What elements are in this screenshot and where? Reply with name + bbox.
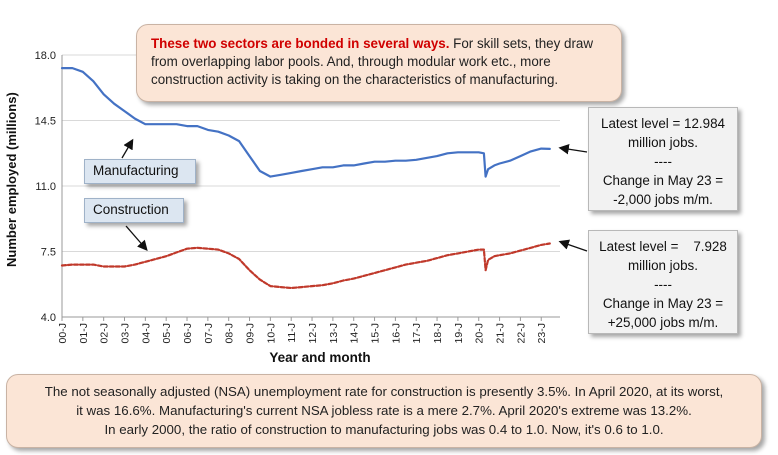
x-tick-labels: 00-J 01-J 02-J 03-J 04-J 05-J 06-J 07-J 08-J 09-J…: [57, 323, 548, 343]
mfg-divider: ----: [654, 154, 672, 169]
x-tick-label: 01-J: [78, 323, 90, 343]
x-tick-label: 07-J: [203, 323, 215, 343]
construction-arrow: [125, 225, 148, 251]
construction-stats-box: Latest level = 7.928 million jobs. ---- …: [588, 230, 738, 334]
con-change-value: +25,000 jobs m/m.: [607, 315, 719, 330]
x-tick-label: 23-J: [536, 323, 548, 343]
y-tick-label: 14.5: [35, 116, 56, 128]
mfg-latest-level: Latest level = 12.984: [601, 116, 725, 131]
axes: [61, 55, 560, 321]
x-tick-label: 10-J: [265, 323, 277, 343]
x-tick-label: 14-J: [349, 323, 361, 343]
y-axis-label: Number employed (millions): [4, 92, 19, 268]
con-latest-level: Latest level = 7.928: [599, 239, 727, 254]
series-line-manufacturing: [60, 67, 551, 178]
mfg-change-label: Change in May 23 =: [602, 173, 724, 188]
con-divider: ----: [654, 277, 672, 292]
y-tick-label: 11.0: [35, 181, 56, 193]
manufacturing-stats-box: Latest level = 12.984 million jobs. ----…: [588, 107, 738, 211]
construction-latest-arrow: [558, 239, 588, 252]
x-tick-label: 12-J: [307, 323, 319, 343]
y-tick-label: 7.5: [41, 247, 56, 259]
x-tick-label: 04-J: [140, 323, 152, 343]
x-tick-label: 15-J: [370, 323, 382, 343]
x-tick-label: 22-J: [515, 323, 527, 343]
x-tick-label: 03-J: [120, 323, 132, 343]
bottom-callout-line-1: The not seasonally adjusted (NSA) unempl…: [44, 384, 724, 399]
x-tick-label: 09-J: [245, 323, 257, 343]
x-tick-label: 21-J: [495, 323, 507, 343]
x-tick-label: 00-J: [57, 323, 69, 343]
mfg-units: million jobs.: [628, 135, 698, 150]
top-callout: These two sectors are bonded in several …: [136, 24, 622, 102]
x-tick-label: 19-J: [453, 323, 465, 343]
bottom-callout-line-2: it was 16.6%. Manufacturing's current NS…: [76, 403, 692, 418]
x-tick-label: 11-J: [286, 323, 298, 343]
x-tick-label: 16-J: [390, 323, 402, 343]
y-tick-labels: 4.0 7.5 11.0 14.5 18.0: [35, 50, 56, 324]
annotation-arrows: [121, 138, 588, 252]
con-units: million jobs.: [628, 258, 698, 273]
y-tick-label: 4.0: [41, 312, 56, 324]
x-tick-label: 02-J: [99, 323, 111, 343]
bottom-callout-line-3: In early 2000, the ratio of construction…: [104, 422, 664, 437]
top-callout-lead: These two sectors are bonded in several …: [151, 36, 450, 51]
x-tick-label: 06-J: [182, 323, 194, 343]
x-tick-label: 08-J: [224, 323, 236, 343]
x-axis-label: Year and month: [269, 350, 371, 365]
manufacturing-arrow: [121, 138, 134, 159]
manufacturing-latest-arrow: [558, 144, 588, 155]
series-line-construction: [60, 242, 551, 290]
top-callout-body: For skill sets, they draw from overlappi…: [151, 36, 594, 87]
x-tick-label: 18-J: [432, 323, 444, 343]
construction-label: Construction: [84, 198, 184, 223]
x-tick-label: 17-J: [411, 323, 423, 343]
mfg-change-value: -2,000 jobs m/m.: [613, 192, 713, 207]
x-tick-label: 13-J: [328, 323, 340, 343]
y-tick-label: 18.0: [35, 50, 56, 62]
con-change-label: Change in May 23 =: [602, 296, 724, 311]
manufacturing-label: Manufacturing: [84, 159, 196, 184]
x-tick-label: 05-J: [161, 323, 173, 343]
series-lines: [60, 67, 551, 290]
x-tick-label: 20-J: [474, 323, 486, 343]
bottom-callout: The not seasonally adjusted (NSA) unempl…: [6, 374, 762, 448]
